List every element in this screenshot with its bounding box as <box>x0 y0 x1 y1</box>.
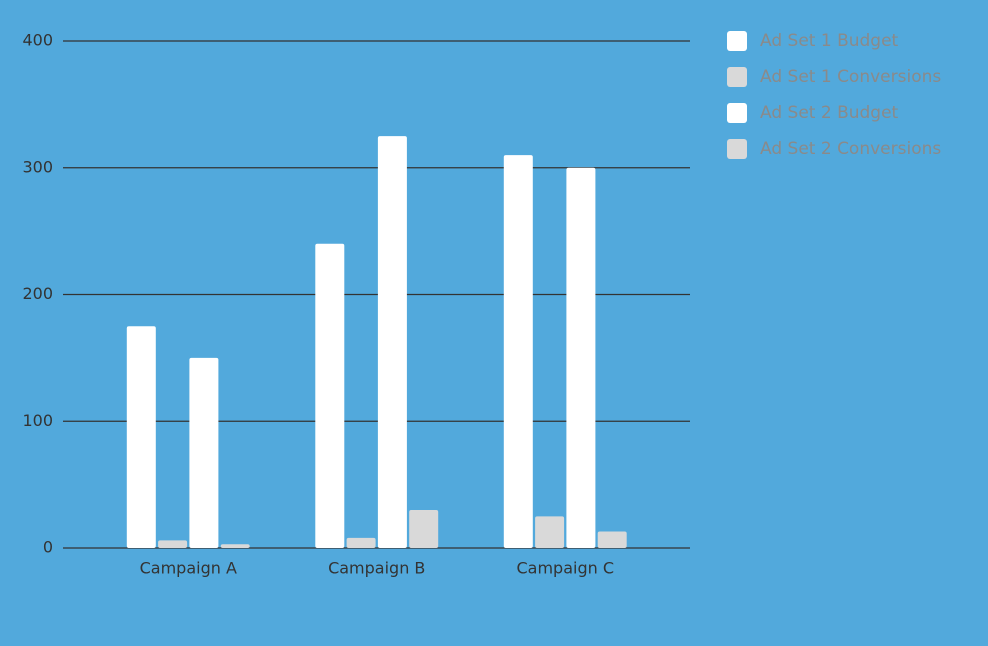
x-tick-label: Campaign B <box>328 559 425 578</box>
y-tick-label: 200 <box>22 284 53 303</box>
bar <box>409 509 439 548</box>
y-tick-label: 400 <box>22 31 53 50</box>
bar <box>566 167 596 548</box>
x-tick-label: Campaign C <box>516 559 614 578</box>
bar <box>597 531 627 548</box>
x-tick-label: Campaign A <box>140 559 237 578</box>
bar <box>535 516 565 548</box>
y-tick-label: 300 <box>22 157 53 176</box>
bar <box>503 155 533 548</box>
legend-swatch <box>727 103 747 123</box>
bar <box>346 537 376 548</box>
bar <box>315 243 345 549</box>
legend-label: Ad Set 1 Conversions <box>760 67 941 87</box>
legend-swatch <box>727 31 747 51</box>
y-tick-label: 100 <box>22 411 53 430</box>
bar <box>377 136 407 548</box>
legend-label: Ad Set 2 Budget <box>760 103 899 123</box>
legend-swatch <box>727 139 747 159</box>
legend-swatch <box>727 67 747 87</box>
legend-label: Ad Set 1 Budget <box>760 31 899 51</box>
legend-label: Ad Set 2 Conversions <box>760 139 941 159</box>
bar <box>158 540 188 548</box>
bar <box>220 544 250 548</box>
bar <box>126 326 156 548</box>
bar <box>189 357 219 548</box>
y-tick-label: 0 <box>43 538 53 557</box>
